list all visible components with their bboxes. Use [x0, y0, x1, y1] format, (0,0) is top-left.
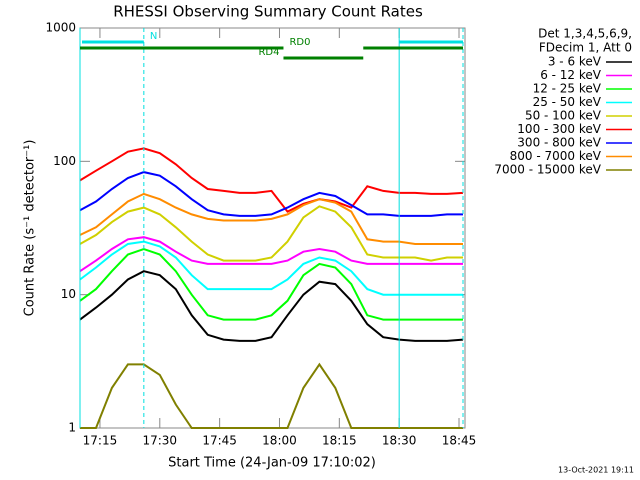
legend-label: 6 - 12 keV: [540, 68, 602, 82]
legend-header: Det 1,3,4,5,6,9,: [538, 27, 632, 41]
x-tick-label: 18:00: [262, 434, 297, 448]
x-axis-label: Start Time (24-Jan-09 17:10:02): [168, 456, 376, 471]
x-tick-label: 18:15: [322, 434, 357, 448]
legend-label: 12 - 25 keV: [533, 82, 602, 96]
x-tick-label: 17:45: [202, 434, 237, 448]
x-tick-label: 18:30: [382, 434, 417, 448]
flag-label: RD4: [258, 47, 279, 58]
footer: 13-Oct-2021 19:11: [558, 466, 634, 475]
flag-label: RD0: [289, 37, 310, 48]
legend-label: 100 - 300 keV: [517, 122, 601, 136]
y-tick-label: 10: [61, 287, 76, 301]
legend-label: 50 - 100 keV: [525, 109, 602, 123]
y-tick-label: 1: [68, 421, 76, 435]
x-tick-label: 18:45: [442, 434, 477, 448]
legend-label: 800 - 7000 keV: [510, 149, 602, 163]
legend-label: 7000 - 15000 keV: [494, 163, 601, 177]
flag-label: N: [150, 31, 157, 42]
x-tick-label: 17:30: [142, 434, 177, 448]
y-tick-label: 1000: [45, 21, 76, 35]
legend-label: 300 - 800 keV: [517, 136, 601, 150]
y-axis-label: Count Rate (s⁻¹ detector⁻¹): [23, 140, 38, 317]
y-tick-label: 100: [53, 154, 76, 168]
legend-label: 3 - 6 keV: [548, 55, 602, 69]
x-tick-label: 17:15: [83, 434, 118, 448]
legend-header: FDecim 1, Att 0: [539, 41, 632, 55]
chart-title: RHESSI Observing Summary Count Rates: [113, 3, 423, 21]
legend-label: 25 - 50 keV: [533, 95, 602, 109]
